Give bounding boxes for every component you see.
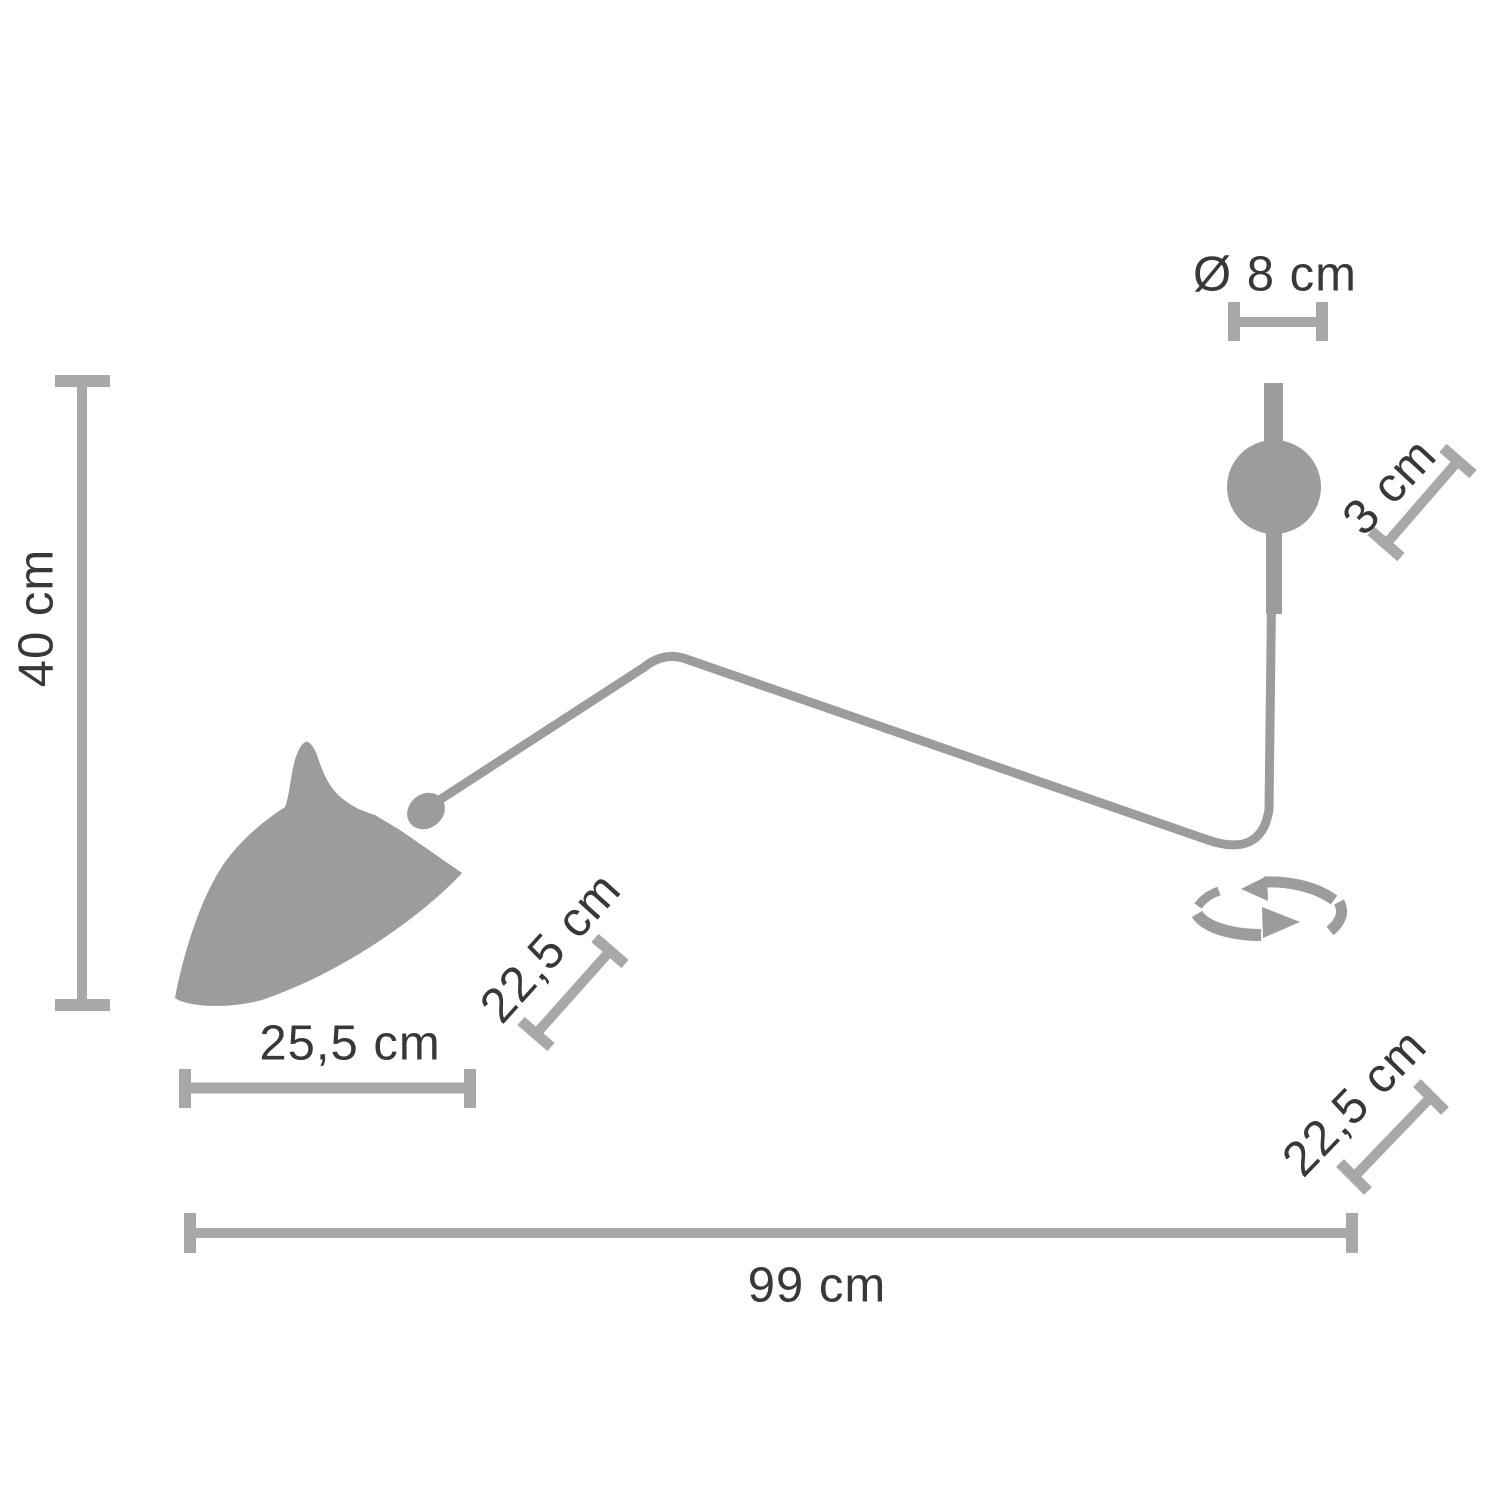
dim-arm-depth — [1336, 1079, 1449, 1195]
dim-mount-depth — [1367, 443, 1477, 562]
label-height: 40 cm — [9, 548, 64, 688]
wall-mount-ball — [1227, 440, 1321, 534]
wall-stem-top — [1264, 383, 1283, 455]
label-shade-diameter: Ø 8 cm — [1193, 247, 1357, 302]
dimension-lines — [55, 302, 1477, 1253]
label-total-width: 99 cm — [747, 1258, 887, 1313]
label-shade-length: 25,5 cm — [259, 1016, 441, 1071]
dim-total-width — [184, 1213, 1358, 1253]
lamp-arm — [436, 555, 1277, 850]
dim-shade-diameter — [1228, 302, 1328, 341]
dim-shade-depth — [517, 933, 629, 1052]
swivel-joint — [407, 792, 445, 830]
lamp-figure — [175, 383, 1347, 1006]
rotation-arrows-icon — [1191, 876, 1347, 941]
dim-shade-length — [179, 1069, 476, 1108]
dim-height — [55, 375, 110, 1011]
lamp-shade — [175, 741, 462, 1006]
